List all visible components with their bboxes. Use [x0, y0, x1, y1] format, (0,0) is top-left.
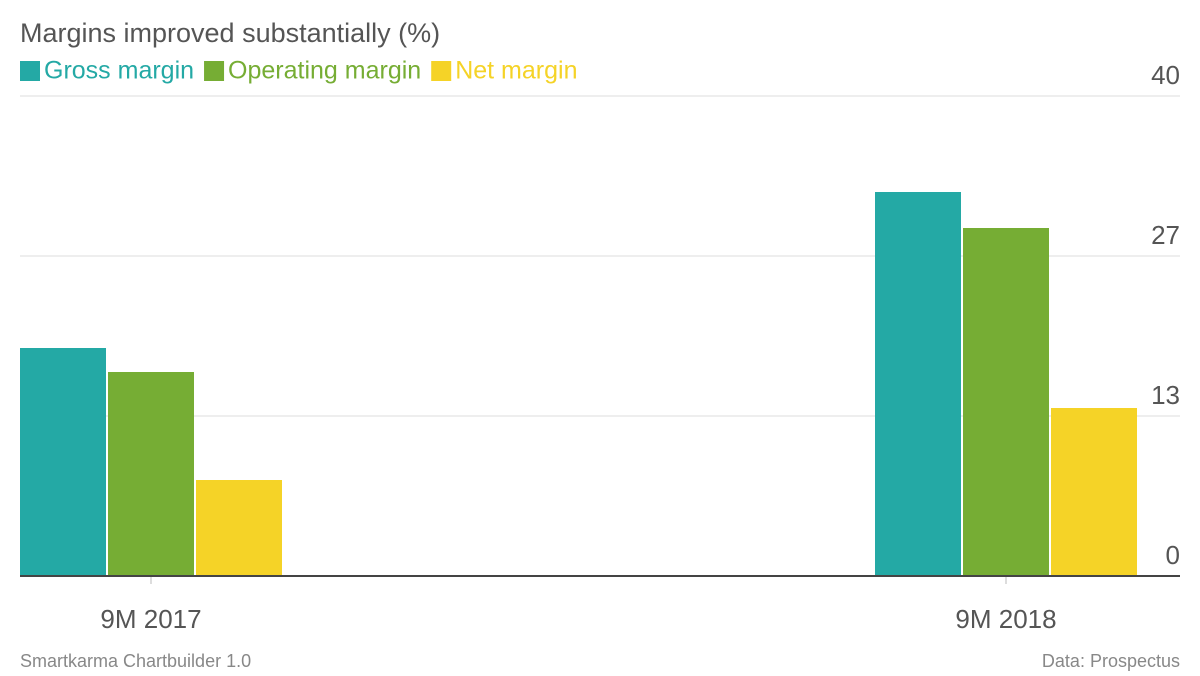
bar [963, 228, 1049, 576]
legend-label: Operating margin [228, 57, 421, 85]
legend-swatch [20, 61, 40, 81]
legend: Gross margin Operating margin Net margin [20, 57, 577, 85]
credit: Smartkarma Chartbuilder 1.0 [20, 651, 251, 671]
x-tick-label: 9M 2017 [100, 604, 201, 634]
source: Data: Prospectus [1042, 651, 1180, 671]
legend-label: Net margin [455, 57, 577, 85]
bar [196, 480, 282, 576]
y-tick-label: 13 [1151, 380, 1180, 410]
bar [108, 372, 194, 576]
bar [1051, 408, 1137, 576]
y-tick-label: 0 [1166, 540, 1180, 570]
legend-label: Gross margin [44, 57, 194, 85]
y-tick-label: 40 [1151, 60, 1180, 90]
legend-swatch [204, 61, 225, 81]
x-tick-label: 9M 2018 [955, 604, 1056, 634]
chart-title: Margins improved substantially (%) [20, 18, 440, 48]
legend-swatch [431, 61, 452, 81]
y-tick-label: 27 [1151, 220, 1180, 250]
bar [875, 192, 961, 576]
bar [20, 348, 106, 576]
